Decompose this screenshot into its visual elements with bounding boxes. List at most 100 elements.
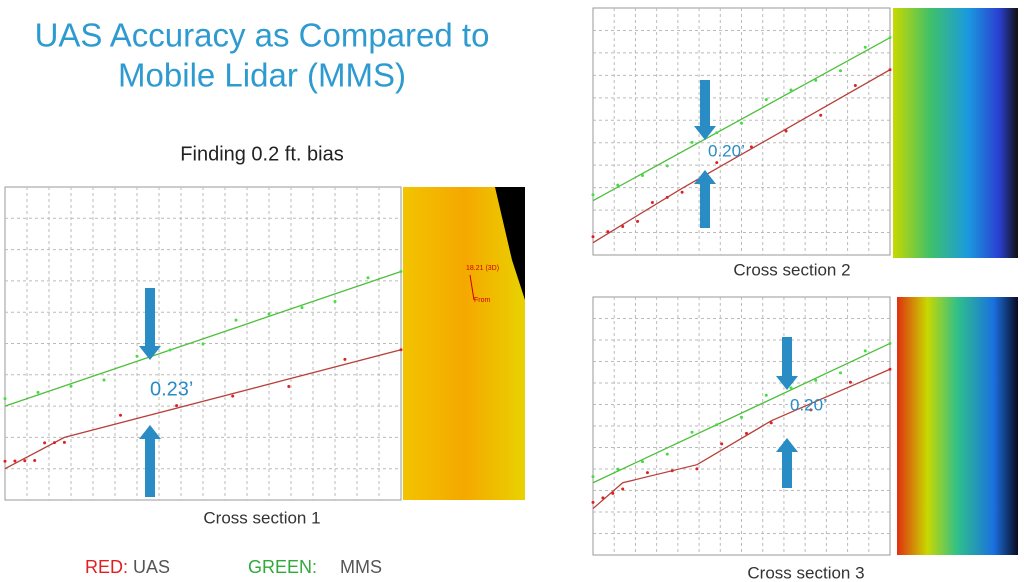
mms-point <box>839 371 842 375</box>
mms-point <box>69 384 73 388</box>
arrow-head <box>776 376 798 390</box>
mms-point <box>888 341 892 345</box>
mms-point <box>168 348 172 352</box>
uas-point <box>650 200 654 204</box>
arrow-head <box>694 170 716 184</box>
uas-point <box>769 421 773 425</box>
uas-point <box>53 441 56 445</box>
uas-point <box>809 408 813 412</box>
title-line: UAS Accuracy as Compared to <box>35 17 490 54</box>
arrow-shaft <box>782 452 792 488</box>
mms-point <box>665 452 669 456</box>
uas-point <box>23 459 27 463</box>
uas-point <box>888 68 892 72</box>
uas-point <box>601 496 605 500</box>
mms-point <box>3 397 7 401</box>
mms-point <box>36 390 40 394</box>
map-label: From <box>474 297 491 304</box>
uas-point <box>399 348 403 352</box>
mms-point <box>764 98 768 102</box>
uas-point <box>720 442 724 446</box>
mms-point <box>399 270 403 274</box>
uas-point <box>784 129 788 133</box>
uas-point <box>888 367 892 371</box>
uas-point <box>819 113 823 117</box>
mms-line <box>592 37 891 202</box>
offset-label: 0.20’ <box>708 141 745 160</box>
uas-point <box>695 467 699 471</box>
arrow-head <box>139 346 161 360</box>
mms-point <box>201 342 205 346</box>
uas-point <box>665 195 669 199</box>
uas-point <box>43 441 47 445</box>
mms-point <box>102 378 106 382</box>
mms-point <box>366 276 370 280</box>
uas-point <box>670 469 674 473</box>
mms-point <box>641 173 644 177</box>
uas-point <box>744 431 748 435</box>
mms-point <box>863 45 867 49</box>
mms-point <box>839 69 842 73</box>
uas-point <box>621 487 625 491</box>
mms-point <box>690 140 694 144</box>
mms-point <box>665 164 669 168</box>
uas-point <box>287 384 291 388</box>
offset-label: 0.23’ <box>150 378 193 400</box>
uas-line <box>592 69 891 244</box>
arrow-shaft <box>700 80 710 126</box>
uas-point <box>175 404 179 408</box>
map-void <box>495 187 525 300</box>
mms-point <box>135 354 139 358</box>
mms-point <box>740 415 743 419</box>
uas-point <box>33 459 37 463</box>
arrow-shaft <box>782 337 792 376</box>
caption: Cross section 2 <box>733 260 850 279</box>
uas-point <box>645 471 649 475</box>
uas-point <box>853 84 857 88</box>
map-image <box>893 8 1018 258</box>
arrow-shaft <box>700 184 710 228</box>
mms-point <box>234 318 238 322</box>
map-image <box>403 187 525 500</box>
uas-point <box>119 413 122 417</box>
uas-point <box>591 500 595 504</box>
uas-point <box>680 190 684 194</box>
mms-point <box>764 393 768 397</box>
legend-text: MMS <box>340 557 382 577</box>
uas-point <box>231 394 235 398</box>
uas-point <box>13 459 17 463</box>
caption: Cross section 1 <box>203 508 320 527</box>
mms-point <box>789 386 793 390</box>
mms-point <box>814 378 818 382</box>
mms-point <box>267 312 271 316</box>
mms-point <box>591 475 595 479</box>
uas-point <box>343 357 347 361</box>
uas-line <box>592 368 891 510</box>
mms-point <box>814 78 818 82</box>
legend-label: GREEN: <box>248 557 317 577</box>
map-pointer <box>469 274 475 301</box>
uas-point <box>591 235 595 239</box>
arrow-head <box>139 425 161 439</box>
uas-point <box>621 225 625 229</box>
arrow-shaft <box>145 439 155 497</box>
title-line: Mobile Lidar (MMS) <box>118 57 406 94</box>
map-label: 18.21 (3D) <box>466 265 499 272</box>
uas-line <box>4 349 402 470</box>
mms-point <box>715 131 719 135</box>
map-image <box>897 297 1018 555</box>
arrow-head <box>694 126 716 140</box>
mms-point <box>888 36 892 40</box>
mms-point <box>616 467 620 471</box>
mms-point <box>300 306 304 310</box>
mms-line <box>4 270 402 407</box>
mms-point <box>789 88 793 92</box>
mms-point <box>863 349 867 353</box>
uas-point <box>611 491 615 495</box>
arrow-shaft <box>145 288 155 346</box>
mms-point <box>740 121 743 125</box>
mms-point <box>690 430 694 434</box>
caption: Cross section 3 <box>747 563 864 582</box>
uas-point <box>606 230 610 234</box>
